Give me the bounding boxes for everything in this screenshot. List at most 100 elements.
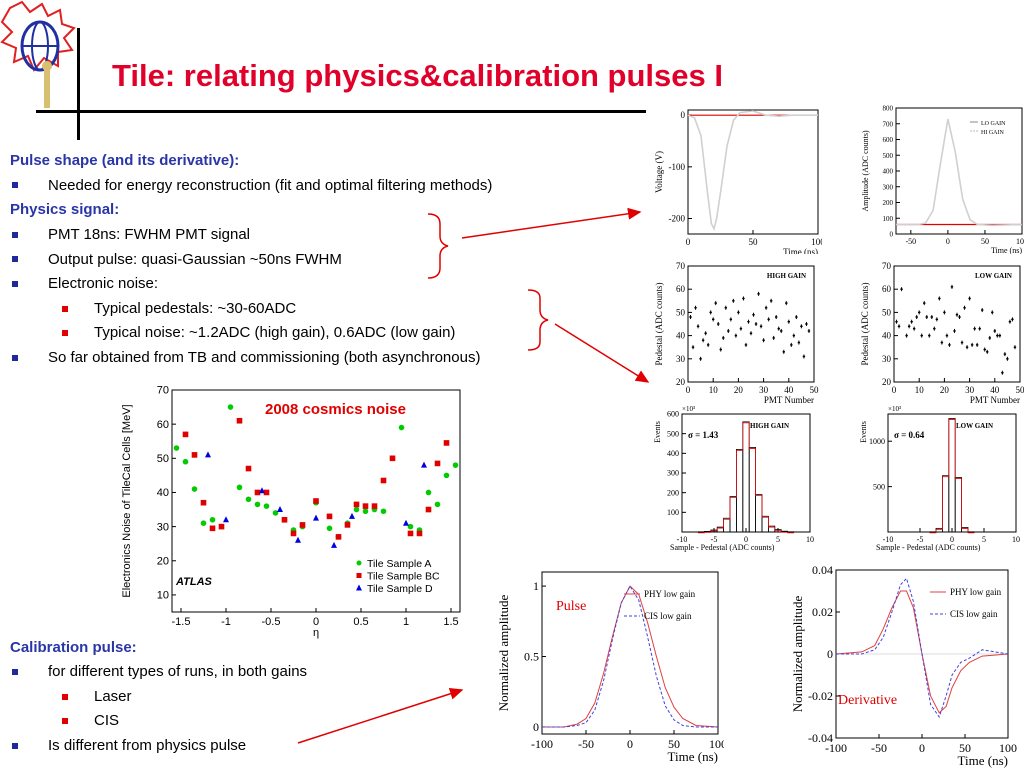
x-tick-label: 30 xyxy=(759,385,769,395)
calibration-sub-laser: Laser xyxy=(94,688,132,705)
chart-title: 2008 cosmics noise xyxy=(265,401,406,418)
data-point xyxy=(421,461,427,468)
chart-title: HIGH GAIN xyxy=(767,272,806,280)
x-tick-label: -0.5 xyxy=(262,616,281,628)
x-tick-label: 1.5 xyxy=(443,616,458,628)
x-tick-label: 0 xyxy=(950,535,954,544)
bullet-icon xyxy=(12,182,18,188)
y-axis-label: Normalized amplitude xyxy=(496,594,511,711)
legend-label: LO GAIN xyxy=(981,121,1006,127)
chart-noise-high: -10 -5 0 5 10 100 200 300 400 500 600 Sample - Pede… xyxy=(653,405,814,552)
legend-marker xyxy=(356,584,362,591)
histogram-bar xyxy=(761,515,769,533)
arrow-to-calibration-plots xyxy=(297,687,464,744)
data-point xyxy=(205,451,211,458)
x-tick-label: -1 xyxy=(221,616,231,628)
plot-label: Pulse xyxy=(556,599,586,614)
x-tick-label: -100 xyxy=(825,741,847,755)
histogram-bar xyxy=(748,447,756,533)
y-tick-label: 100 xyxy=(883,215,894,223)
series-line xyxy=(542,585,718,728)
data-point xyxy=(443,440,450,446)
calibration-bullet-different: Is different from physics pulse xyxy=(48,737,247,754)
x-tick-label: 10 xyxy=(1012,535,1020,544)
y-tick-label: 200 xyxy=(667,488,679,497)
x-axis-label: Time (ns) xyxy=(668,749,718,764)
x-tick-label: 0 xyxy=(686,237,691,247)
data-point xyxy=(313,498,319,504)
chart-pmt-pulse: 0 50 100 0 -100 -200 Time (ns) Voltage (V) xyxy=(654,109,822,254)
x-tick-label: -10 xyxy=(677,535,688,544)
sub-bullet-icon xyxy=(62,718,68,724)
legend-label: Tile Sample A xyxy=(367,558,431,570)
y-tick-label: 100 xyxy=(667,508,679,517)
sub-bullet-icon xyxy=(62,330,68,336)
y-axis-label: Events xyxy=(653,421,662,443)
y-tick-label: 20 xyxy=(676,377,686,387)
x-tick-label: 40 xyxy=(990,385,1000,395)
legend-marker xyxy=(356,573,362,578)
legend-label: PHY low gain xyxy=(644,589,696,599)
histogram-bar xyxy=(704,531,712,533)
atlas-watermark: ATLAS xyxy=(175,576,213,588)
data-point xyxy=(349,512,355,519)
y-axis-label: Electronics Noise of TileCal Cells [MeV] xyxy=(121,404,133,597)
histogram-bar xyxy=(948,418,956,533)
data-point xyxy=(263,503,270,509)
legend-label: Tile Sample D xyxy=(367,583,433,595)
data-point xyxy=(272,510,279,516)
data-point xyxy=(182,458,189,465)
data-point xyxy=(452,462,459,468)
data-point xyxy=(299,522,306,528)
y-tick-label: 400 xyxy=(667,449,679,458)
legend-label: CIS low gain xyxy=(950,609,998,619)
page-title: Tile: relating physics&calibration pulse… xyxy=(112,58,723,93)
y-tick-label: 0.5 xyxy=(524,650,539,664)
y-tick-label: 200 xyxy=(883,199,894,207)
y-tick-label: 50 xyxy=(882,307,892,317)
x-tick-label: -10 xyxy=(883,535,894,544)
data-point xyxy=(295,536,301,543)
y-tick-label: 50 xyxy=(157,453,169,465)
data-point xyxy=(434,460,441,467)
x-tick-label: 0 xyxy=(946,237,950,246)
data-point xyxy=(380,477,387,484)
bullet-icon xyxy=(12,256,18,262)
x-tick-label: 50 xyxy=(959,741,971,755)
bullet-icon xyxy=(12,232,18,238)
y-tick-label: 10 xyxy=(157,590,169,602)
data-point xyxy=(259,487,265,494)
chart-title: LOW GAIN xyxy=(975,272,1012,280)
y-tick-label: 600 xyxy=(667,410,679,419)
x-tick-label: 20 xyxy=(940,385,950,395)
y-tick-label: 0.04 xyxy=(812,563,833,577)
x-tick-label: 100 xyxy=(999,741,1017,755)
bullet-icon xyxy=(12,669,18,675)
arrow-to-noise-plots xyxy=(554,323,650,383)
data-point xyxy=(277,506,283,513)
data-point xyxy=(191,486,198,492)
x-tick-label: 0 xyxy=(627,737,633,751)
histogram-bar xyxy=(742,421,750,533)
x-axis-label: Sample - Pedestal (ADC counts) xyxy=(670,543,775,552)
brace-noise xyxy=(527,289,549,351)
y-tick-label: 0.02 xyxy=(812,605,833,619)
data-point xyxy=(223,516,229,523)
physics-bullet-pmt: PMT 18ns: FWHM PMT signal xyxy=(48,226,250,243)
x-tick-label: 50 xyxy=(668,737,680,751)
physics-bullet-noise: Electronic noise: xyxy=(48,275,159,292)
legend-label: HI GAIN xyxy=(981,130,1004,136)
data-point xyxy=(434,501,441,508)
data-point xyxy=(245,465,252,472)
y-tick-label: -200 xyxy=(669,214,686,224)
data-point xyxy=(200,520,207,526)
data-point xyxy=(254,501,261,508)
data-point xyxy=(191,452,198,458)
y-tick-label: 0 xyxy=(533,720,539,734)
y-tick-label: 20 xyxy=(157,555,169,567)
brace-physics xyxy=(427,213,449,279)
y-tick-label: 800 xyxy=(883,105,894,113)
data-point xyxy=(403,519,409,526)
y-tick-label: 30 xyxy=(676,354,686,364)
data-point xyxy=(353,501,360,508)
